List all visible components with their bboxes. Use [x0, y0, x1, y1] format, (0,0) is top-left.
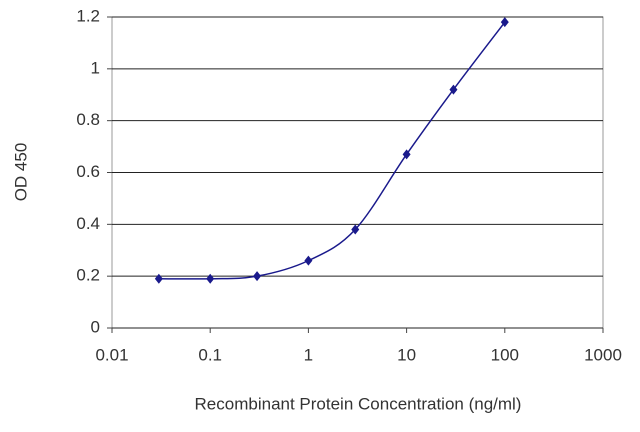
x-tick-label: 0.01	[95, 345, 128, 364]
x-tick-label: 1000	[584, 345, 622, 364]
y-tick-label: 0.2	[76, 266, 100, 285]
y-tick-label: 0	[91, 317, 100, 336]
y-tick-label: 0.8	[76, 110, 100, 129]
data-point	[206, 273, 215, 284]
y-axis-label: OD 450	[11, 143, 30, 202]
x-tick-label: 10	[397, 345, 416, 364]
data-point	[500, 17, 509, 28]
x-tick-label: 100	[491, 345, 519, 364]
y-tick-label: 0.4	[76, 214, 100, 233]
y-tick-label: 0.6	[76, 162, 100, 181]
data-point	[253, 271, 262, 282]
data-point	[154, 273, 163, 284]
data-point	[449, 84, 458, 95]
x-tick-label: 1	[304, 345, 313, 364]
x-tick-label: 0.1	[198, 345, 222, 364]
data-point	[402, 149, 411, 160]
y-tick-label: 1.2	[76, 6, 100, 25]
y-tick-label: 1	[91, 58, 100, 77]
data-point	[351, 224, 360, 235]
x-axis-label: Recombinant Protein Concentration (ng/ml…	[195, 394, 522, 413]
data-point	[304, 255, 313, 266]
